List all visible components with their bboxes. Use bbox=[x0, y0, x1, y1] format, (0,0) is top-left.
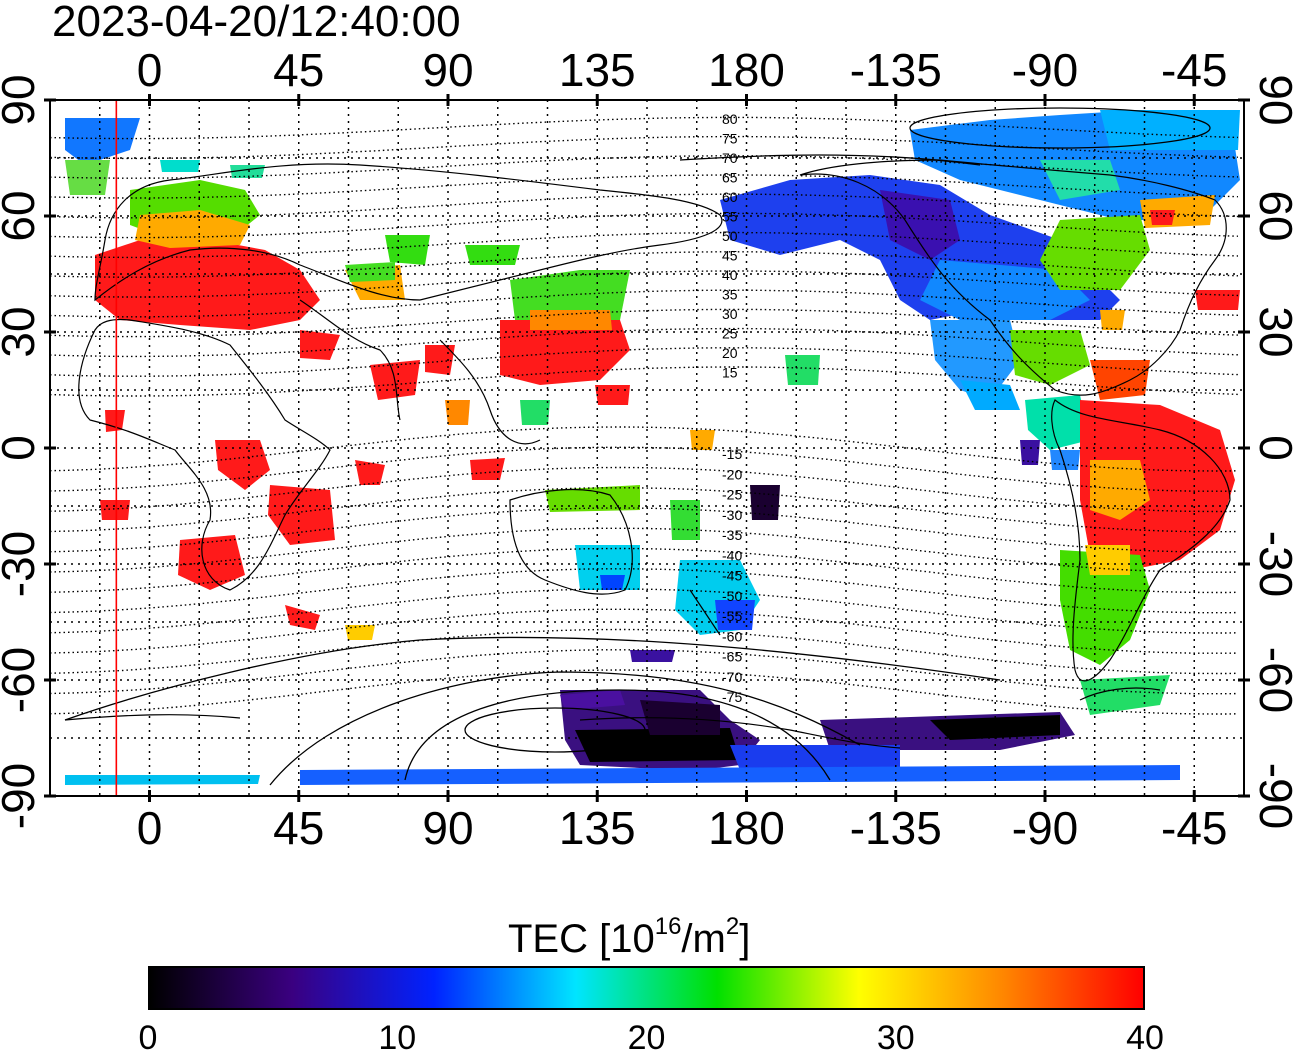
axis-tick-marks bbox=[44, 94, 1250, 802]
colorbar-tick: 40 bbox=[1126, 1019, 1164, 1057]
lon-label-top: -90 bbox=[1012, 44, 1078, 96]
mlat-label: 75 bbox=[722, 131, 738, 147]
lon-label-bottom: 90 bbox=[422, 802, 473, 854]
magnetic-latitude-contours bbox=[50, 116, 1239, 715]
lon-label-top: -45 bbox=[1161, 44, 1227, 96]
europe-north-green bbox=[65, 118, 265, 248]
lon-label-bottom: 45 bbox=[273, 802, 324, 854]
tec-data-layer bbox=[65, 110, 1240, 785]
lon-label-bottom: 0 bbox=[137, 802, 163, 854]
lon-label-top: 90 bbox=[422, 44, 473, 96]
lat-label-left: -60 bbox=[0, 647, 44, 713]
north-america-tec bbox=[720, 110, 1240, 465]
europe-africa-high-tec bbox=[95, 238, 455, 630]
lon-label-bottom: 135 bbox=[559, 802, 636, 854]
lon-label-bottom: -90 bbox=[1012, 802, 1078, 854]
graticule bbox=[50, 100, 1244, 796]
lon-label-top: 45 bbox=[273, 44, 324, 96]
mlat-label: 70 bbox=[722, 150, 738, 166]
latitude-labels-right: 90 60 30 0 -30 -60 -90 bbox=[1250, 74, 1294, 829]
mlat-label: 60 bbox=[722, 189, 738, 205]
colorbar-tick: 30 bbox=[876, 1019, 915, 1057]
mlat-label: 15 bbox=[722, 365, 738, 381]
lat-label-right: -30 bbox=[1250, 531, 1294, 597]
lon-label-top: -135 bbox=[850, 44, 942, 96]
colorbar-tick: 10 bbox=[378, 1019, 417, 1057]
lat-label-right: 90 bbox=[1250, 74, 1294, 125]
mlat-label: -20 bbox=[722, 466, 742, 482]
mlat-label: -65 bbox=[722, 649, 742, 665]
timestamp-title: 2023-04-20/12:40:00 bbox=[52, 0, 461, 46]
mlat-label: -30 bbox=[722, 507, 742, 523]
mlat-label: -50 bbox=[722, 588, 742, 604]
longitude-labels-bottom: 0 45 90 135 180 -135 -90 -45 bbox=[137, 802, 1228, 854]
mlat-label: -35 bbox=[722, 527, 742, 543]
mlat-label: -55 bbox=[722, 608, 742, 624]
mlat-label: 55 bbox=[722, 209, 738, 225]
mlat-label: -25 bbox=[722, 487, 742, 503]
mlat-label: 35 bbox=[722, 287, 738, 303]
colorbar-title: TEC [1016/m2] bbox=[508, 913, 751, 961]
mlat-label: -40 bbox=[722, 547, 742, 563]
asia-tec bbox=[345, 235, 640, 512]
mlat-label: -70 bbox=[722, 669, 742, 685]
mlat-label: -45 bbox=[722, 568, 742, 584]
mlat-label: 45 bbox=[722, 248, 738, 264]
latitude-labels-left: 90 60 30 0 -30 -60 -90 bbox=[0, 74, 44, 829]
magnetic-latitude-contours-solid bbox=[64, 107, 1211, 786]
mlat-label: -15 bbox=[722, 446, 742, 462]
lat-label-right: 60 bbox=[1250, 190, 1294, 241]
mlat-label: 25 bbox=[722, 326, 738, 342]
lat-label-right: 30 bbox=[1250, 306, 1294, 357]
magnetic-latitude-labels: 80 75 70 65 60 55 50 45 40 35 30 25 20 15 -15 -20 -25 -30… bbox=[722, 111, 742, 705]
lat-label-left: 0 bbox=[0, 435, 44, 461]
mlat-label: 30 bbox=[722, 306, 738, 322]
mlat-label: 20 bbox=[722, 345, 738, 361]
antarctic-low-tec bbox=[65, 485, 1180, 785]
lat-label-left: -90 bbox=[0, 763, 44, 829]
mlat-label: 40 bbox=[722, 267, 738, 283]
mlat-label: 80 bbox=[722, 111, 738, 127]
lon-label-bottom: -135 bbox=[850, 802, 942, 854]
south-america-tec bbox=[1050, 360, 1235, 715]
lon-label-top: 180 bbox=[708, 44, 785, 96]
lon-label-bottom: -45 bbox=[1161, 802, 1227, 854]
coastlines bbox=[64, 159, 1231, 749]
lat-label-left: 30 bbox=[0, 306, 44, 357]
lon-label-top: 0 bbox=[137, 44, 163, 96]
lat-label-left: -30 bbox=[0, 531, 44, 597]
lat-label-right: -60 bbox=[1250, 647, 1294, 713]
lat-label-left: 90 bbox=[0, 74, 44, 125]
colorbar-tick: 0 bbox=[138, 1019, 158, 1057]
lat-label-right: 0 bbox=[1250, 435, 1294, 461]
mlat-label: 50 bbox=[722, 228, 738, 244]
mlat-label: 65 bbox=[722, 170, 738, 186]
lon-label-bottom: 180 bbox=[708, 802, 785, 854]
mlat-label: -60 bbox=[722, 628, 742, 644]
lon-label-top: 135 bbox=[559, 44, 636, 96]
longitude-labels-top: 0 45 90 135 180 -135 -90 -45 bbox=[137, 44, 1228, 96]
lat-label-right: -90 bbox=[1250, 763, 1294, 829]
australia-pacific-tec bbox=[345, 430, 760, 662]
colorbar-tick: 20 bbox=[627, 1019, 666, 1057]
tec-colorbar bbox=[148, 966, 1145, 1010]
lat-label-left: 60 bbox=[0, 190, 44, 241]
mlat-label: -75 bbox=[722, 689, 742, 705]
